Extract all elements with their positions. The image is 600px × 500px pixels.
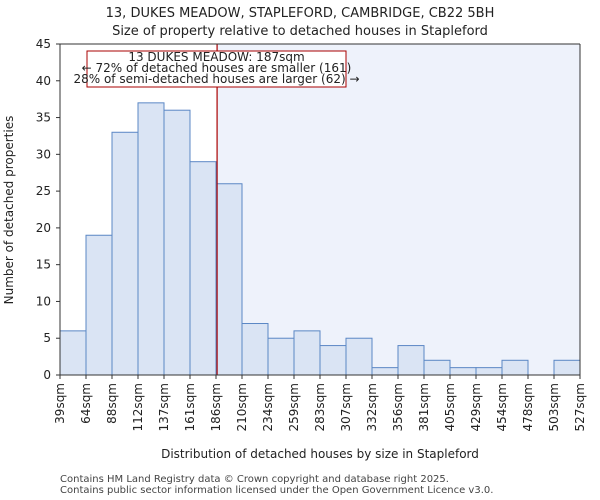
chart-title-line-1: 13, DUKES MEADOW, STAPLEFORD, CAMBRIDGE,… — [106, 6, 495, 21]
bar-64sqm — [85, 234, 113, 376]
x-tick-label: 356sqm — [391, 383, 405, 431]
annotation-rect — [86, 50, 347, 88]
bar-186sqm — [215, 183, 243, 376]
y-tick-label: 15 — [36, 258, 51, 272]
x-tick-label: 234sqm — [261, 383, 275, 431]
x-tick-label: 186sqm — [209, 383, 223, 431]
y-tick-label: 25 — [36, 184, 51, 198]
highlight-region — [217, 44, 581, 375]
bar-381sqm — [423, 359, 451, 376]
bars-group — [59, 102, 581, 376]
x-tick-label: 137sqm — [157, 383, 171, 431]
y-tick-label: 10 — [36, 294, 51, 308]
chart-title-line-2: Size of property relative to detached ho… — [112, 24, 488, 39]
x-tick-label: 405sqm — [443, 383, 457, 431]
bar-137sqm — [163, 109, 191, 376]
x-tick-label: 527sqm — [573, 383, 587, 431]
y-tick-label: 20 — [36, 221, 51, 235]
annotation-line-3: 28% of semi-detached houses are larger (… — [73, 72, 359, 86]
bar-429sqm — [475, 367, 503, 376]
x-tick-label: 112sqm — [131, 383, 145, 431]
x-axis-label: Distribution of detached houses by size … — [161, 447, 479, 461]
bar-39sqm — [59, 330, 87, 376]
x-tick-label: 332sqm — [365, 383, 379, 431]
bar-259sqm — [293, 330, 321, 376]
y-tick-label: 0 — [43, 368, 51, 382]
bar-503sqm — [553, 359, 581, 376]
x-tick-label: 283sqm — [313, 383, 327, 431]
annotation-line-1: 13 DUKES MEADOW: 187sqm — [128, 50, 304, 64]
x-tick-label: 454sqm — [495, 383, 509, 431]
axes-group: 0 5 10 15 20 25 30 35 40 45 39sqm 64sqm 88sqm 112sqm 1… — [36, 37, 587, 431]
bar-88sqm — [111, 131, 139, 376]
x-tick-label: 88sqm — [105, 383, 119, 424]
annotation-box: 13 DUKES MEADOW: 187sqm ← 72% of detache… — [73, 50, 360, 88]
y-tick-label: 30 — [36, 147, 51, 161]
bar-112sqm — [137, 102, 165, 376]
annotation-line-2: ← 72% of detached houses are smaller (16… — [82, 61, 352, 75]
x-tick-label: 307sqm — [339, 383, 353, 431]
bar-332sqm — [371, 367, 399, 376]
bar-307sqm — [345, 337, 373, 376]
y-axis-label: Number of detached properties — [2, 116, 16, 305]
footer-line-1: Contains HM Land Registry data © Crown c… — [60, 474, 449, 485]
x-tick-label: 478sqm — [521, 383, 535, 431]
y-tick-label: 45 — [36, 37, 51, 51]
x-tick-label: 39sqm — [53, 383, 67, 424]
x-tick-label: 64sqm — [79, 383, 93, 424]
footer-line-2: Contains public sector information licen… — [60, 485, 494, 496]
bar-405sqm — [449, 367, 477, 376]
bar-283sqm — [319, 345, 347, 376]
y-tick-label: 5 — [43, 331, 51, 345]
x-tick-label: 161sqm — [183, 383, 197, 431]
bar-161sqm — [189, 161, 217, 376]
y-tick-label: 35 — [36, 111, 51, 125]
bar-454sqm — [501, 359, 529, 376]
x-tick-label: 429sqm — [469, 383, 483, 431]
x-tick-label: 259sqm — [287, 383, 301, 431]
bar-356sqm — [397, 345, 425, 376]
x-tick-label: 503sqm — [547, 383, 561, 431]
bar-234sqm — [267, 337, 295, 376]
x-tick-label: 381sqm — [417, 383, 431, 431]
y-tick-label: 40 — [36, 74, 51, 88]
x-tick-label: 210sqm — [235, 383, 249, 431]
bar-210sqm — [241, 323, 269, 376]
